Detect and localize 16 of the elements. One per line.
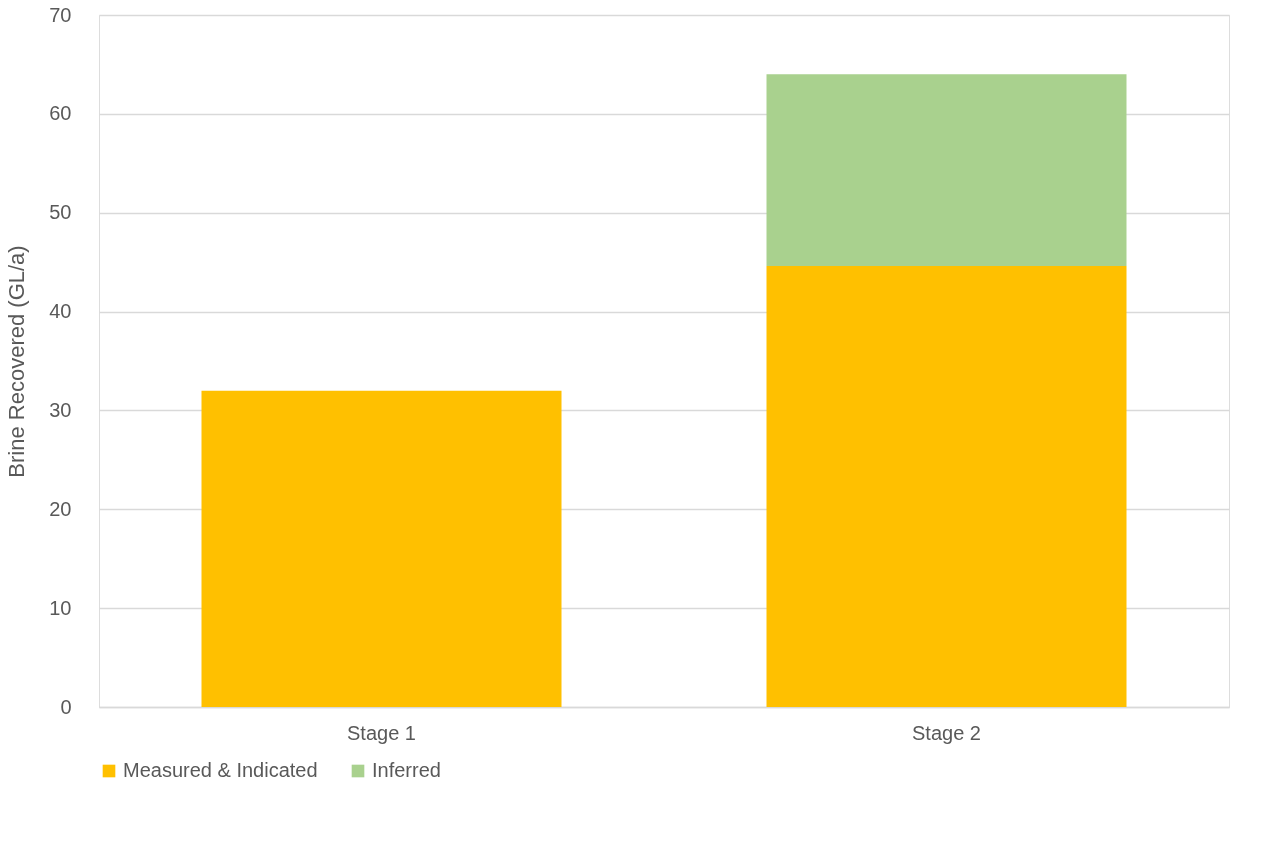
y-tick-label: 30 (49, 398, 72, 421)
bar (766, 74, 1127, 267)
y-tick-label: 50 (49, 201, 72, 224)
legend-label: Inferred (372, 759, 441, 781)
x-tick-label: Stage 2 (912, 721, 981, 744)
y-tick-label: 40 (49, 300, 72, 323)
legend-label: Measured & Indicated (123, 759, 318, 781)
y-tick-label: 60 (49, 102, 72, 125)
y-tick-label: 0 (60, 695, 72, 718)
y-axis-title: Brine Recovered (GL/a) (4, 245, 30, 478)
bar (766, 266, 1127, 707)
y-tick-label: 70 (49, 3, 72, 26)
x-tick-label: Stage 1 (347, 721, 416, 744)
y-tick-label: 10 (49, 596, 72, 619)
y-tick-label: 20 (49, 497, 72, 520)
bar (201, 390, 562, 707)
